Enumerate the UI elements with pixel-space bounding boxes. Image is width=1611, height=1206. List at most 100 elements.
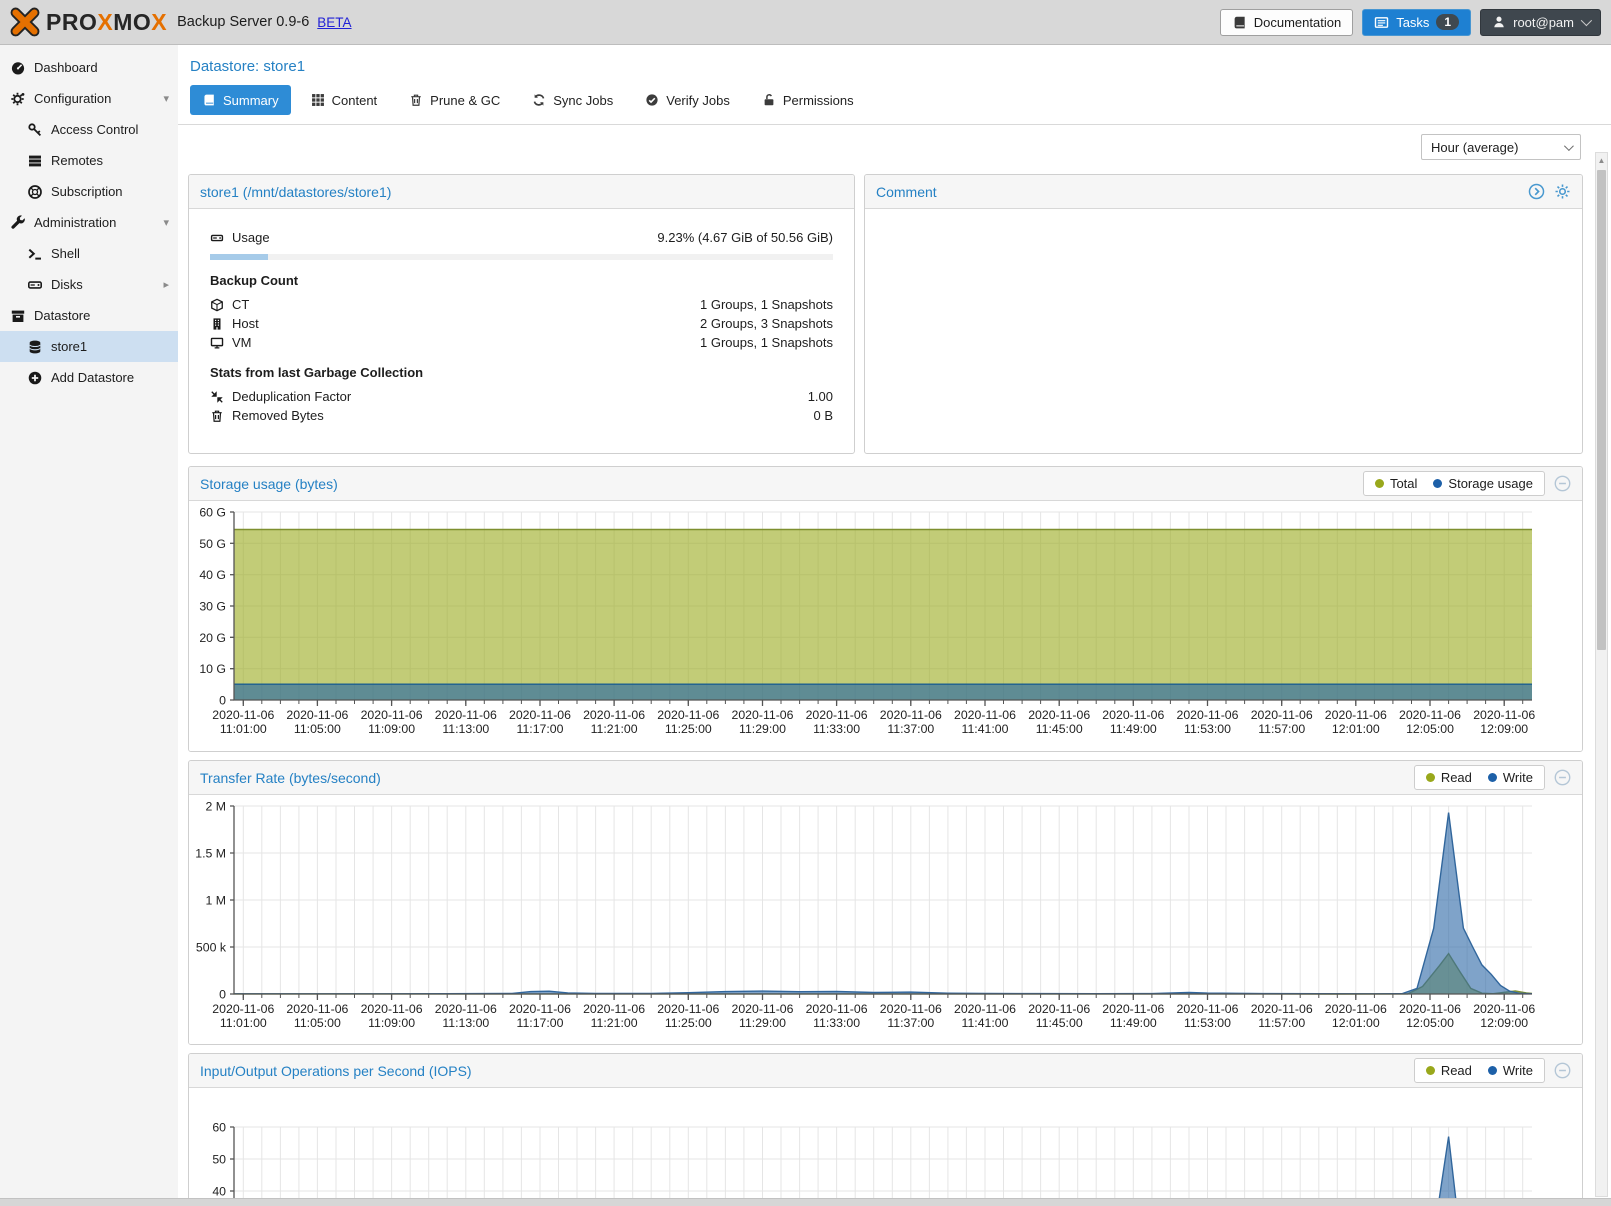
svg-text:2020-11-06: 2020-11-06 [361, 1002, 423, 1016]
sidebar-item-store1[interactable]: store1 [0, 331, 178, 362]
svg-text:11:57:00: 11:57:00 [1258, 1016, 1305, 1030]
check-circle-icon [646, 94, 658, 106]
transfer-rate-legend: Read Write [1413, 765, 1545, 790]
svg-text:2020-11-06: 2020-11-06 [732, 1002, 794, 1016]
usage-row: Usage 9.23% (4.67 GiB of 50.56 GiB) [210, 228, 833, 247]
iops-panel: Input/Output Operations per Second (IOPS… [188, 1053, 1583, 1198]
usage-label: Usage [232, 230, 270, 245]
legend-dot-icon [1374, 479, 1384, 488]
svg-text:2020-11-06: 2020-11-06 [954, 1002, 1016, 1016]
collapse-minus-icon[interactable] [1554, 475, 1571, 492]
svg-text:11:21:00: 11:21:00 [591, 1016, 638, 1030]
svg-text:11:33:00: 11:33:00 [813, 722, 860, 736]
unlock-icon [764, 94, 774, 106]
svg-text:12:09:00: 12:09:00 [1480, 1016, 1528, 1030]
svg-text:11:25:00: 11:25:00 [665, 722, 712, 736]
tab-sync-jobs[interactable]: Sync Jobs [520, 85, 625, 115]
svg-text:0: 0 [219, 694, 226, 708]
sidebar-item-dashboard[interactable]: Dashboard [0, 52, 178, 83]
scrollbar-thumb[interactable] [1597, 170, 1606, 650]
svg-text:11:17:00: 11:17:00 [517, 1016, 564, 1030]
legend-dot-icon [1425, 1066, 1435, 1075]
tab-permissions[interactable]: Permissions [750, 85, 866, 115]
plus-circle-icon [28, 371, 42, 384]
svg-text:2020-11-06: 2020-11-06 [212, 708, 274, 722]
vertical-scrollbar[interactable]: ▲ [1595, 152, 1608, 1197]
svg-text:2020-11-06: 2020-11-06 [880, 708, 942, 722]
legend-item[interactable]: Write [1487, 770, 1533, 785]
gc-stats-heading: Stats from last Garbage Collection [210, 365, 424, 380]
svg-text:11:29:00: 11:29:00 [739, 1016, 786, 1030]
scroll-up-arrow[interactable]: ▲ [1597, 156, 1606, 165]
expand-arrow-icon[interactable]: ▸ [163, 279, 169, 291]
svg-text:2020-11-06: 2020-11-06 [1399, 1002, 1461, 1016]
legend-item[interactable]: Storage usage [1433, 476, 1533, 491]
documentation-button[interactable]: Documentation [1219, 8, 1354, 36]
svg-text:12:09:00: 12:09:00 [1480, 722, 1528, 736]
book-icon [204, 94, 214, 106]
backup-count-row-host: Host 2 Groups, 3 Snapshots [210, 314, 833, 333]
datastore-panel-title: store1 (/mnt/datastores/store1) [200, 183, 392, 200]
transfer-rate-panel: Transfer Rate (bytes/second) Read Write 0… [188, 760, 1583, 1045]
gc-row-removed-bytes: Removed Bytes 0 B [210, 406, 833, 425]
svg-text:11:29:00: 11:29:00 [739, 722, 786, 736]
sidebar-item-shell[interactable]: Shell [0, 238, 178, 269]
legend-item[interactable]: Write [1487, 1063, 1533, 1078]
svg-text:2020-11-06: 2020-11-06 [657, 1002, 719, 1016]
gear-icon[interactable] [1554, 183, 1571, 200]
time-range-select[interactable]: Hour (average) [1421, 134, 1581, 160]
sidebar-item-add-datastore[interactable]: Add Datastore [0, 362, 178, 393]
sidebar-item-datastore[interactable]: Datastore [0, 300, 178, 331]
page-header: Datastore: store1 Summary [178, 45, 1611, 125]
tab-prune-gc[interactable]: Prune & GC [397, 85, 512, 115]
building-icon [213, 317, 221, 330]
svg-text:11:09:00: 11:09:00 [368, 722, 415, 736]
circle-chevron-right-icon[interactable] [1528, 183, 1545, 200]
tab-content[interactable]: Content [299, 85, 390, 115]
tab-summary[interactable]: Summary [190, 85, 291, 115]
backup-count-row-ct: CT 1 Groups, 1 Snapshots [210, 295, 833, 314]
iops-title: Input/Output Operations per Second (IOPS… [200, 1062, 472, 1079]
collapse-arrow-icon[interactable]: ▾ [163, 217, 169, 229]
svg-text:1.5 M: 1.5 M [195, 847, 226, 861]
svg-text:40: 40 [212, 1185, 226, 1199]
svg-text:2020-11-06: 2020-11-06 [435, 1002, 497, 1016]
proxmox-x-icon [10, 7, 40, 37]
svg-text:2020-11-06: 2020-11-06 [1177, 708, 1239, 722]
trash-icon [212, 410, 222, 422]
storage-usage-panel: Storage usage (bytes) Total Storage usage… [188, 466, 1583, 752]
sidebar-item-subscription[interactable]: Subscription [0, 176, 178, 207]
sidebar-item-remotes[interactable]: Remotes [0, 145, 178, 176]
svg-text:11:49:00: 11:49:00 [1110, 1016, 1157, 1030]
backup-count-heading: Backup Count [210, 273, 299, 288]
task-list-icon [1374, 16, 1389, 28]
terminal-icon [28, 248, 41, 260]
user-menu-button[interactable]: root@pam [1480, 8, 1601, 36]
svg-text:30 G: 30 G [199, 600, 226, 614]
product-subtitle: Backup Server 0.9-6 [177, 14, 310, 30]
svg-text:2020-11-06: 2020-11-06 [1325, 1002, 1387, 1016]
cube-icon [211, 298, 223, 311]
time-range-row: Hour (average) [178, 125, 1611, 168]
sidebar-item-disks[interactable]: Disks ▸ [0, 269, 178, 300]
collapse-arrow-icon[interactable]: ▾ [163, 93, 169, 105]
sidebar-item-configuration[interactable]: Configuration ▾ [0, 83, 178, 114]
svg-text:11:41:00: 11:41:00 [962, 1016, 1009, 1030]
tab-verify-jobs[interactable]: Verify Jobs [633, 85, 742, 115]
sidebar-item-administration[interactable]: Administration ▾ [0, 207, 178, 238]
legend-item[interactable]: Read [1425, 770, 1472, 785]
svg-text:2020-11-06: 2020-11-06 [583, 708, 645, 722]
svg-text:2020-11-06: 2020-11-06 [806, 1002, 868, 1016]
svg-text:11:37:00: 11:37:00 [887, 1016, 934, 1030]
legend-item[interactable]: Total [1374, 476, 1417, 491]
sidebar-item-access-control[interactable]: Access Control [0, 114, 178, 145]
collapse-minus-icon[interactable] [1554, 1062, 1571, 1079]
gears-icon [11, 92, 25, 105]
tasks-button[interactable]: Tasks 1 [1362, 8, 1472, 36]
beta-link[interactable]: BETA [317, 14, 352, 30]
svg-text:12:01:00: 12:01:00 [1332, 1016, 1380, 1030]
horizontal-scrollbar-track[interactable] [0, 1198, 1611, 1206]
collapse-minus-icon[interactable] [1554, 769, 1571, 786]
legend-item[interactable]: Read [1425, 1063, 1472, 1078]
